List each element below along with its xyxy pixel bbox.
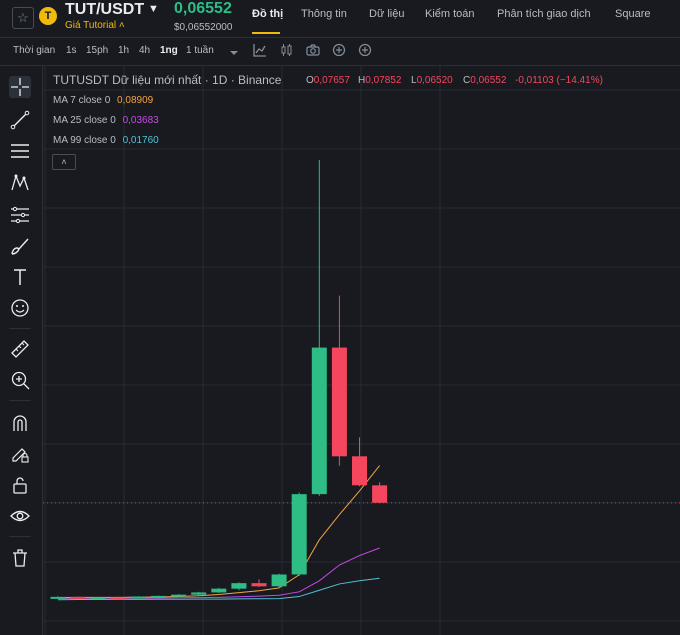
ma7-legend[interactable]: MA 7 close 0 0,08909 — [53, 95, 153, 106]
ohlc-close-readout: C0,06552 — [463, 75, 506, 86]
interval-1h[interactable]: 1h — [118, 45, 130, 56]
ohlc-c-label: C — [463, 75, 471, 86]
tool-divider — [9, 400, 31, 401]
candle-down — [251, 583, 267, 587]
horizontal-lines-icon[interactable] — [9, 140, 31, 162]
emoji-icon[interactable] — [9, 297, 31, 319]
candle-up — [151, 595, 166, 598]
tool-divider — [9, 328, 31, 329]
candle-down — [70, 596, 86, 599]
ohlc-high: 0,07852 — [365, 75, 402, 86]
pair-subtitle[interactable]: Giá Tutorial ˄ — [65, 20, 125, 31]
ma99-value: 0,01760 — [122, 135, 159, 146]
dropdown-caret-icon[interactable] — [227, 46, 241, 60]
ma99-legend[interactable]: MA 99 close 0 0,01760 — [53, 135, 159, 146]
candle-up — [211, 588, 227, 593]
text-icon[interactable] — [9, 266, 31, 288]
camera-icon[interactable] — [306, 43, 320, 57]
ohlc-change: -0,01103 (−14.41%) — [515, 75, 603, 86]
interval-1w[interactable]: 1 tuần — [186, 45, 214, 56]
tab-chart[interactable]: Đồ thị — [252, 8, 284, 20]
interval-1d[interactable]: 1ng — [160, 45, 178, 56]
last-price-usd: $0,06552000 — [174, 22, 233, 33]
interval-1s[interactable]: 1s — [66, 45, 77, 56]
chart-type-icon[interactable] — [280, 43, 294, 57]
tab-info[interactable]: Thông tin — [301, 8, 347, 20]
price-chart[interactable] — [43, 66, 680, 635]
trash-icon[interactable] — [9, 547, 31, 569]
indicator-icon[interactable] — [253, 43, 267, 57]
pair-dropdown-caret-icon[interactable]: ▼ — [148, 3, 159, 15]
brush-icon[interactable] — [9, 235, 31, 257]
drawing-tools-sidebar — [0, 66, 43, 635]
interval-4h[interactable]: 4h — [139, 45, 151, 56]
crosshair-icon[interactable] — [9, 76, 31, 98]
favorite-star-icon[interactable]: ☆ — [12, 7, 34, 29]
candle-down — [372, 485, 388, 503]
fib-levels-icon[interactable] — [9, 204, 31, 226]
trendline-icon[interactable] — [9, 109, 31, 131]
candle-up — [291, 494, 307, 575]
candle-up — [90, 597, 106, 600]
magnet-icon[interactable] — [9, 412, 31, 434]
ma7-value: 0,08909 — [117, 95, 154, 106]
candle-down — [352, 456, 367, 486]
candle-up — [171, 594, 187, 597]
chart-toolbar: Thời gian 1s 15ph 1h 4h 1ng 1 tuần — [0, 38, 680, 66]
coin-logo-icon: T — [39, 7, 57, 25]
top-bar: ☆ T TUT/USDT ▼ Giá Tutorial ˄ 0,06552 $0… — [0, 0, 680, 38]
chart-title: TUTUSDT Dữ liệu mới nhất · 1D · Binance — [53, 73, 282, 87]
ruler-icon[interactable] — [9, 338, 31, 360]
eye-icon[interactable] — [9, 505, 31, 527]
interval-15m[interactable]: 15ph — [86, 45, 109, 56]
tab-trading-analysis[interactable]: Phân tích giao dịch — [497, 8, 591, 20]
candle-up — [311, 347, 327, 495]
ohlc-h-label: H — [358, 75, 366, 86]
ohlc-low-readout: L0,06520 — [411, 75, 453, 86]
ohlc-readout: O0,07657 — [306, 75, 350, 86]
candle-up — [231, 583, 247, 589]
last-price: 0,06552 — [174, 0, 232, 17]
candle-down — [331, 347, 347, 457]
ma7-label: MA 7 close 0 — [53, 95, 111, 106]
time-label: Thời gian — [13, 45, 56, 56]
ohlc-close: 0,06552 — [470, 75, 507, 86]
pencil-lock-icon[interactable] — [9, 443, 31, 465]
ohlc-high-readout: H0,07852 — [358, 75, 401, 86]
candle-up — [130, 596, 146, 599]
ohlc-open: 0,07657 — [313, 75, 350, 86]
ma25-value: 0,03683 — [122, 115, 159, 126]
tool-divider — [9, 536, 31, 537]
ohlc-change-value: -0,01103 (−14.41%) — [515, 75, 603, 86]
ohlc-l-label: L — [411, 75, 417, 86]
candle-up — [50, 596, 66, 599]
ohlc-o-label: O — [306, 75, 314, 86]
tab-audit[interactable]: Kiểm toán — [425, 8, 475, 20]
tab-data[interactable]: Dữ liệu — [369, 8, 405, 20]
ma99-label: MA 99 close 0 — [53, 135, 116, 146]
zoom-in-icon[interactable] — [9, 369, 31, 391]
ma99-line — [57, 577, 380, 601]
ohlc-low: 0,06520 — [416, 75, 453, 86]
ma25-legend[interactable]: MA 25 close 0 0,03683 — [53, 115, 159, 126]
ma7-line — [57, 465, 380, 598]
active-tab-indicator — [252, 32, 280, 34]
pattern-icon[interactable] — [9, 172, 31, 194]
candle-up — [191, 592, 207, 595]
ma25-label: MA 25 close 0 — [53, 115, 116, 126]
pair-name[interactable]: TUT/USDT — [65, 1, 145, 18]
lock-icon[interactable] — [9, 474, 31, 496]
candle-up — [271, 574, 287, 587]
add-indicator-icon[interactable] — [332, 43, 346, 57]
collapse-legend-button[interactable]: ˄ — [52, 154, 76, 170]
candle-down — [110, 597, 126, 600]
add-compare-icon[interactable] — [358, 43, 372, 57]
tab-square[interactable]: Square — [615, 8, 651, 20]
